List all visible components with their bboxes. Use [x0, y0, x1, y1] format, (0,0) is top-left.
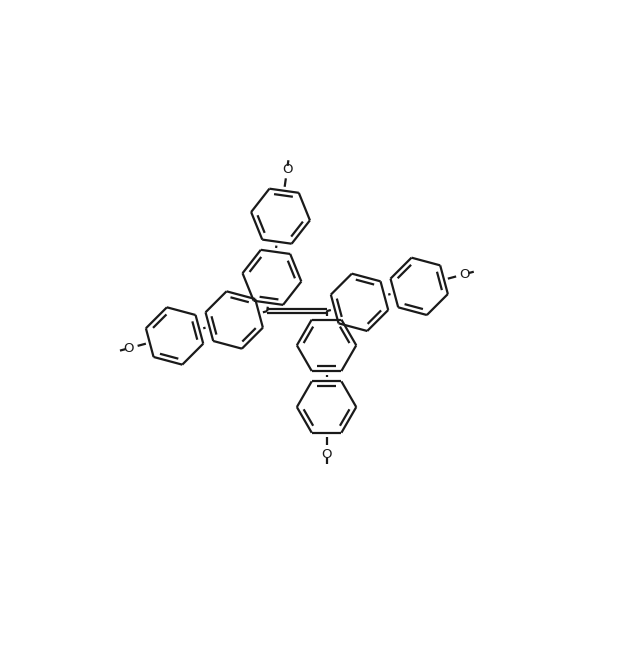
Text: O: O	[322, 448, 332, 461]
Text: O: O	[460, 267, 470, 280]
Text: O: O	[124, 342, 134, 354]
Text: O: O	[282, 163, 293, 176]
